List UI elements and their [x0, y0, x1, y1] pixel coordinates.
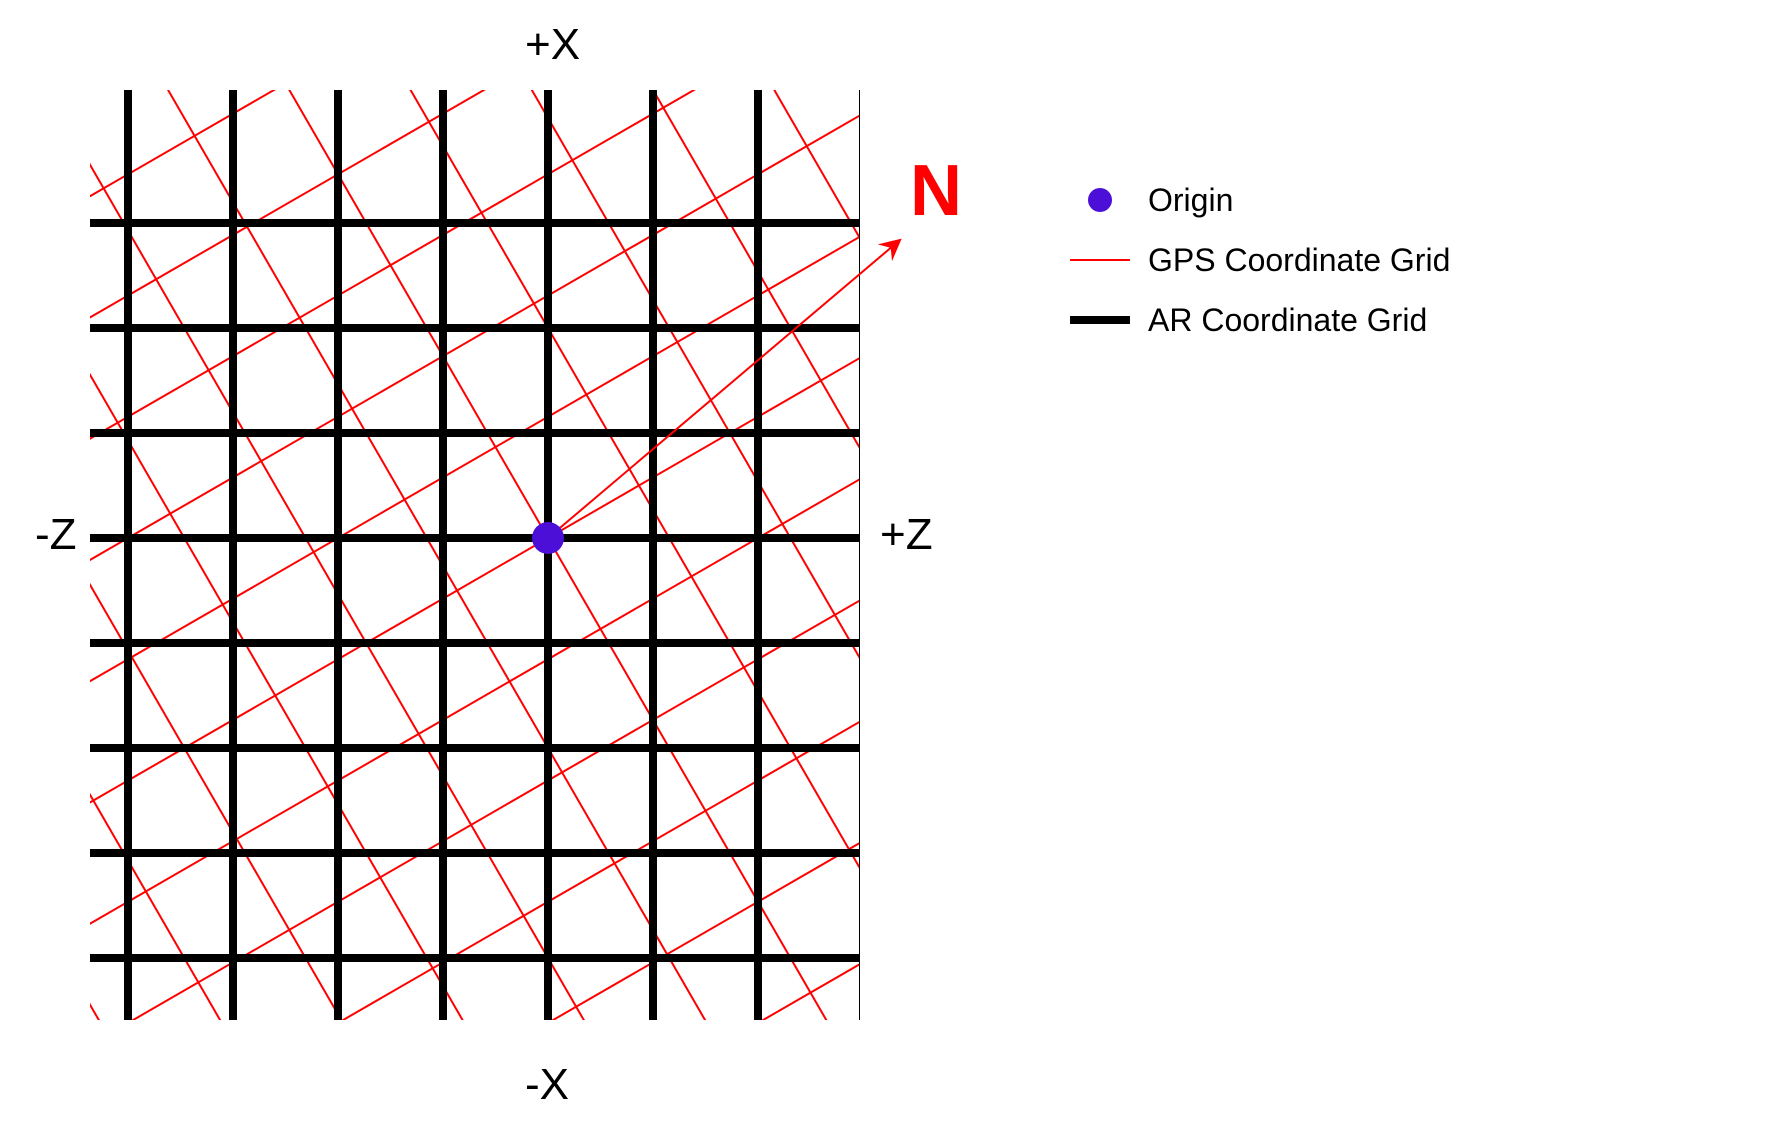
legend-label: Origin [1148, 182, 1233, 219]
axis-label-plus-x: +X [525, 20, 580, 70]
origin-marker [532, 522, 564, 554]
legend-item-ar: AR Coordinate Grid [1070, 290, 1450, 350]
legend-item-gps: GPS Coordinate Grid [1070, 230, 1450, 290]
legend-label: GPS Coordinate Grid [1148, 242, 1450, 279]
origin-dot-icon [1088, 188, 1112, 212]
axis-label-plus-z: +Z [880, 510, 933, 560]
gps-line-icon [1070, 259, 1130, 261]
north-label: N [910, 150, 962, 232]
gps-grid [0, 0, 1786, 1138]
legend-swatch-origin [1070, 180, 1130, 220]
grid-svg [0, 0, 1786, 1138]
legend-item-origin: Origin [1070, 170, 1450, 230]
ar-grid [90, 90, 863, 1020]
legend: Origin GPS Coordinate Grid AR Coordinate… [1070, 170, 1450, 350]
north-arrow [548, 240, 900, 538]
legend-swatch-gps [1070, 240, 1130, 280]
axis-label-minus-x: -X [525, 1060, 569, 1110]
legend-label: AR Coordinate Grid [1148, 302, 1427, 339]
coordinate-grid-diagram: +X -X -Z +Z N Origin GPS Coordinate Grid… [0, 0, 1786, 1138]
axis-label-minus-z: -Z [35, 510, 77, 560]
ar-line-icon [1070, 316, 1130, 324]
legend-swatch-ar [1070, 300, 1130, 340]
